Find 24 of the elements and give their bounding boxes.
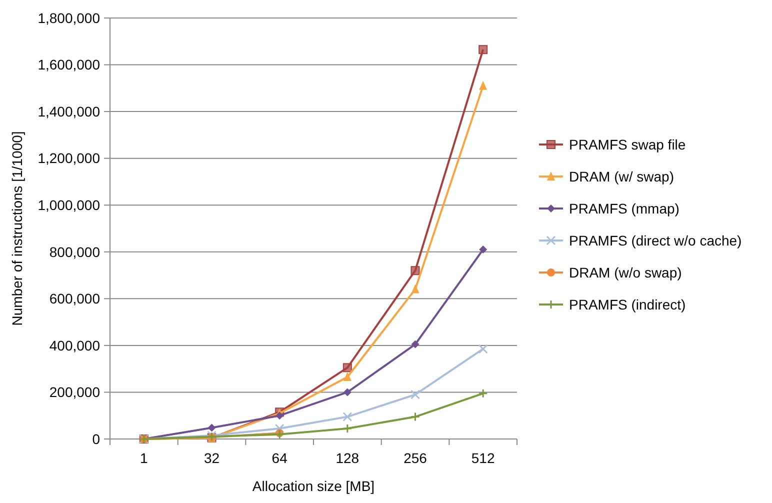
legend-label: DRAM (w/ swap) [569, 168, 674, 184]
legend-label: PRAMFS swap file [569, 136, 686, 152]
legend-label: DRAM (w/o swap) [569, 264, 682, 280]
y-tick-label: 1,200,000 [38, 150, 100, 166]
y-tick-label: 1,400,000 [38, 103, 100, 120]
x-tick-label: 512 [471, 450, 495, 466]
y-tick-label: 200,000 [49, 384, 100, 400]
y-tick-label: 600,000 [49, 290, 100, 307]
y-tick-label: 800,000 [49, 244, 100, 260]
x-tick-label: 64 [272, 450, 288, 466]
y-tick-label: 400,000 [49, 337, 100, 354]
y-tick-label: 1,600,000 [38, 56, 100, 73]
x-tick-label: 256 [404, 450, 428, 466]
x-tick-label: 1 [140, 450, 148, 466]
y-tick-label: 1,000,000 [38, 197, 100, 214]
legend-label: PRAMFS (indirect) [569, 296, 686, 312]
legend-label: PRAMFS (direct w/o cache) [569, 232, 742, 248]
x-axis-title: Allocation size [MB] [252, 478, 375, 494]
legend-label: PRAMFS (mmap) [569, 200, 680, 216]
y-axis-title: Number of instructions [1/1000] [9, 131, 25, 326]
y-tick-label: 0 [92, 430, 100, 447]
x-tick-label: 32 [204, 450, 220, 466]
y-tick-label: 1,800,000 [38, 10, 100, 26]
x-tick-label: 128 [336, 450, 360, 466]
